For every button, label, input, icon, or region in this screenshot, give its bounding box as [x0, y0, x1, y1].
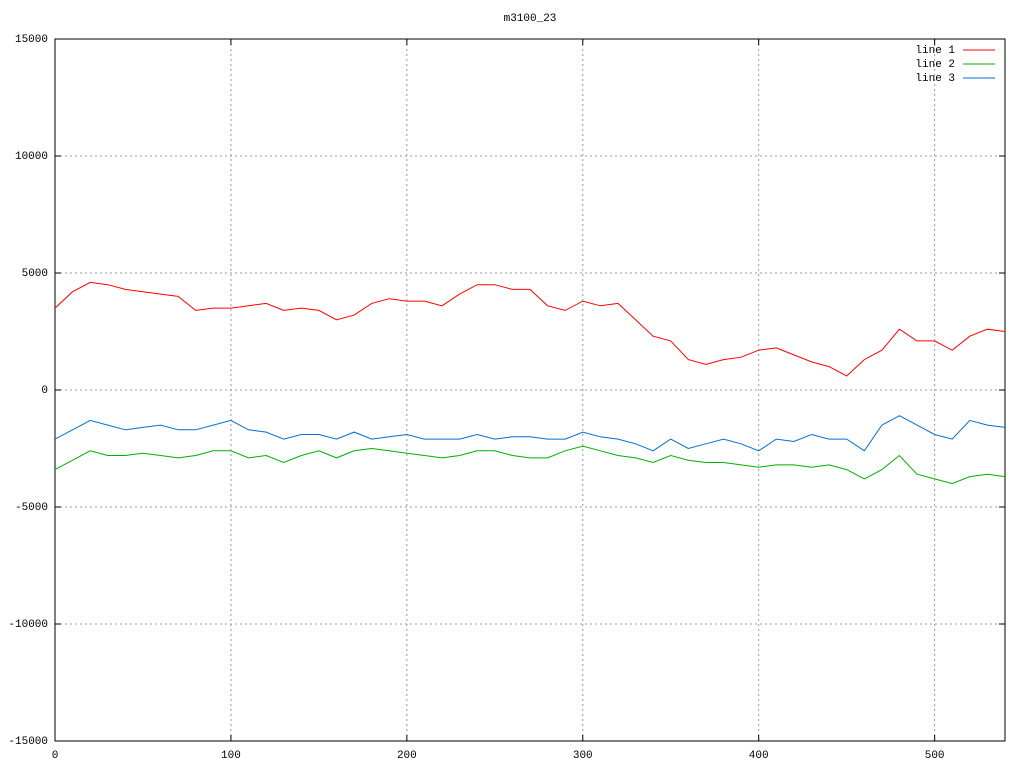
y-tick-label: 0 [41, 385, 48, 397]
legend-label: line 3 [915, 73, 955, 85]
legend-label: line 2 [915, 59, 955, 71]
y-tick-label: -5000 [15, 502, 48, 514]
y-tick-label: -10000 [8, 619, 48, 631]
y-tick-label: -15000 [8, 736, 48, 748]
series-line [54, 415, 1006, 452]
legend-label: line 1 [915, 45, 955, 57]
x-tick-label: 300 [573, 750, 593, 762]
y-tick-label: 15000 [15, 34, 48, 46]
series-line [54, 281, 1006, 377]
x-tick-label: 200 [397, 750, 417, 762]
x-tick-label: 500 [925, 750, 945, 762]
x-tick-label: 100 [221, 750, 241, 762]
y-tick-label: 10000 [15, 151, 48, 163]
chart-title: m3100_23 [504, 13, 557, 25]
series-line [54, 445, 1006, 485]
plot-frame [54, 38, 1006, 742]
y-tick-label: 5000 [22, 268, 48, 280]
x-tick-label: 0 [52, 750, 59, 762]
x-tick-label: 400 [749, 750, 769, 762]
